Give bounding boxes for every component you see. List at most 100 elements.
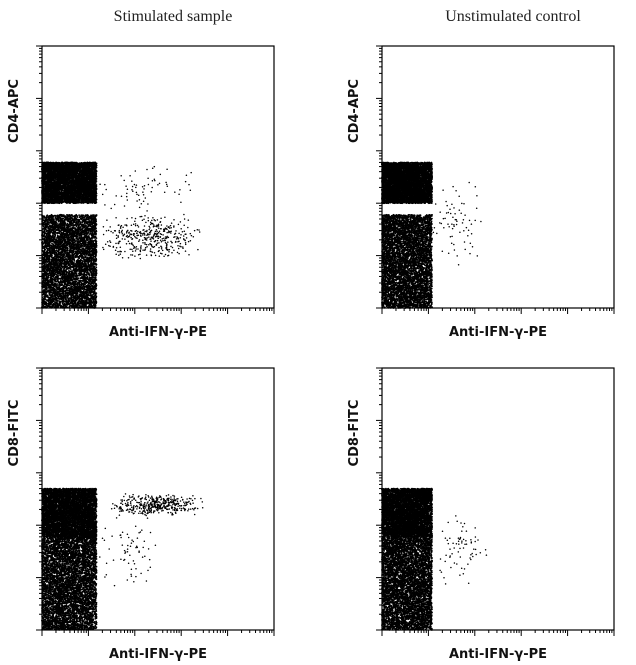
event-dot (56, 201, 59, 204)
event-dot (65, 196, 68, 199)
event-dot (73, 165, 76, 168)
event-dot (95, 187, 98, 190)
event-dot (78, 198, 81, 200)
event-dot (44, 182, 47, 184)
event-dot (67, 195, 69, 198)
event-dot (63, 162, 65, 165)
event-dot (50, 202, 53, 204)
event-dot (70, 167, 72, 170)
event-dot (89, 167, 91, 169)
event-dot (59, 188, 62, 191)
event-dot (93, 189, 95, 192)
event-dot (85, 172, 88, 175)
event-dot (51, 189, 53, 191)
event-dot (95, 178, 98, 180)
event-dot (84, 176, 87, 178)
event-dot (84, 201, 87, 204)
column-title-stimulated: Stimulated sample (60, 8, 286, 26)
event-dot (81, 182, 84, 185)
event-dot (53, 181, 55, 183)
event-dot (89, 201, 91, 204)
event-dot (66, 202, 69, 204)
event-dot (94, 165, 96, 168)
event-dot (70, 171, 73, 174)
event-dot (80, 191, 82, 194)
event-dot (59, 172, 61, 174)
event-dot (59, 164, 62, 167)
event-dot (56, 182, 59, 184)
event-dot (51, 164, 54, 167)
event-dot (52, 177, 55, 179)
event-dot (64, 187, 67, 190)
event-dot (84, 190, 87, 193)
event-dot (58, 195, 60, 198)
event-dot (74, 174, 77, 177)
event-dot (90, 176, 93, 179)
event-dot (95, 169, 98, 172)
event-dot (61, 166, 64, 168)
event-dot (44, 164, 47, 166)
event-dot (88, 163, 90, 165)
event-dot (87, 173, 90, 175)
event-dot (68, 200, 71, 202)
event-dot (67, 193, 70, 196)
event-dot (51, 191, 54, 194)
event-dot (54, 178, 57, 180)
event-dot (59, 169, 62, 172)
event-dot (62, 192, 64, 195)
event-dot (64, 175, 67, 178)
event-dot (46, 165, 49, 168)
event-dot (87, 178, 89, 181)
event-dot (75, 189, 78, 192)
event-dot (54, 193, 57, 196)
event-dot (69, 165, 71, 168)
event-dot (86, 161, 88, 164)
event-dot (86, 180, 89, 183)
event-dot (77, 189, 80, 192)
event-dot (45, 178, 47, 181)
event-dot (57, 163, 60, 166)
event-dot (85, 187, 87, 189)
event-dot (77, 166, 79, 168)
event-dot (52, 162, 54, 165)
event-dot (57, 191, 60, 194)
event-dot (78, 196, 80, 198)
event-dot (53, 162, 56, 165)
event-dot (73, 191, 76, 194)
event-dot (49, 195, 52, 198)
event-dot (78, 200, 80, 203)
event-dot (84, 198, 86, 201)
event-dot (65, 191, 68, 194)
event-dot (59, 176, 62, 179)
event-dot (74, 162, 77, 165)
event-dot (83, 181, 86, 184)
event-dot (78, 166, 81, 169)
event-dot (71, 175, 74, 178)
event-dot (50, 170, 52, 173)
event-dot (68, 161, 71, 164)
event-dot (94, 191, 97, 194)
event-dot (60, 190, 63, 192)
event-dot (58, 193, 61, 196)
event-cluster (41, 161, 98, 205)
event-dot (92, 171, 95, 174)
plot-cd4-stimulated: Anti-IFN-γ-PE CD4-APC (0, 40, 318, 350)
event-dot (77, 184, 80, 187)
event-dot (82, 188, 85, 191)
event-dot (72, 170, 75, 173)
event-dot (86, 175, 89, 178)
event-dot (53, 186, 56, 189)
event-dot (54, 195, 56, 197)
event-dot (62, 170, 65, 172)
event-dot (48, 179, 51, 182)
column-title-unstimulated: Unstimulated control (400, 8, 626, 26)
event-dot (95, 173, 98, 175)
event-dot (47, 163, 49, 166)
event-dot (63, 186, 66, 188)
event-dot (91, 190, 93, 193)
event-dot (91, 161, 93, 164)
event-dot (68, 180, 71, 182)
event-dot (69, 196, 72, 199)
